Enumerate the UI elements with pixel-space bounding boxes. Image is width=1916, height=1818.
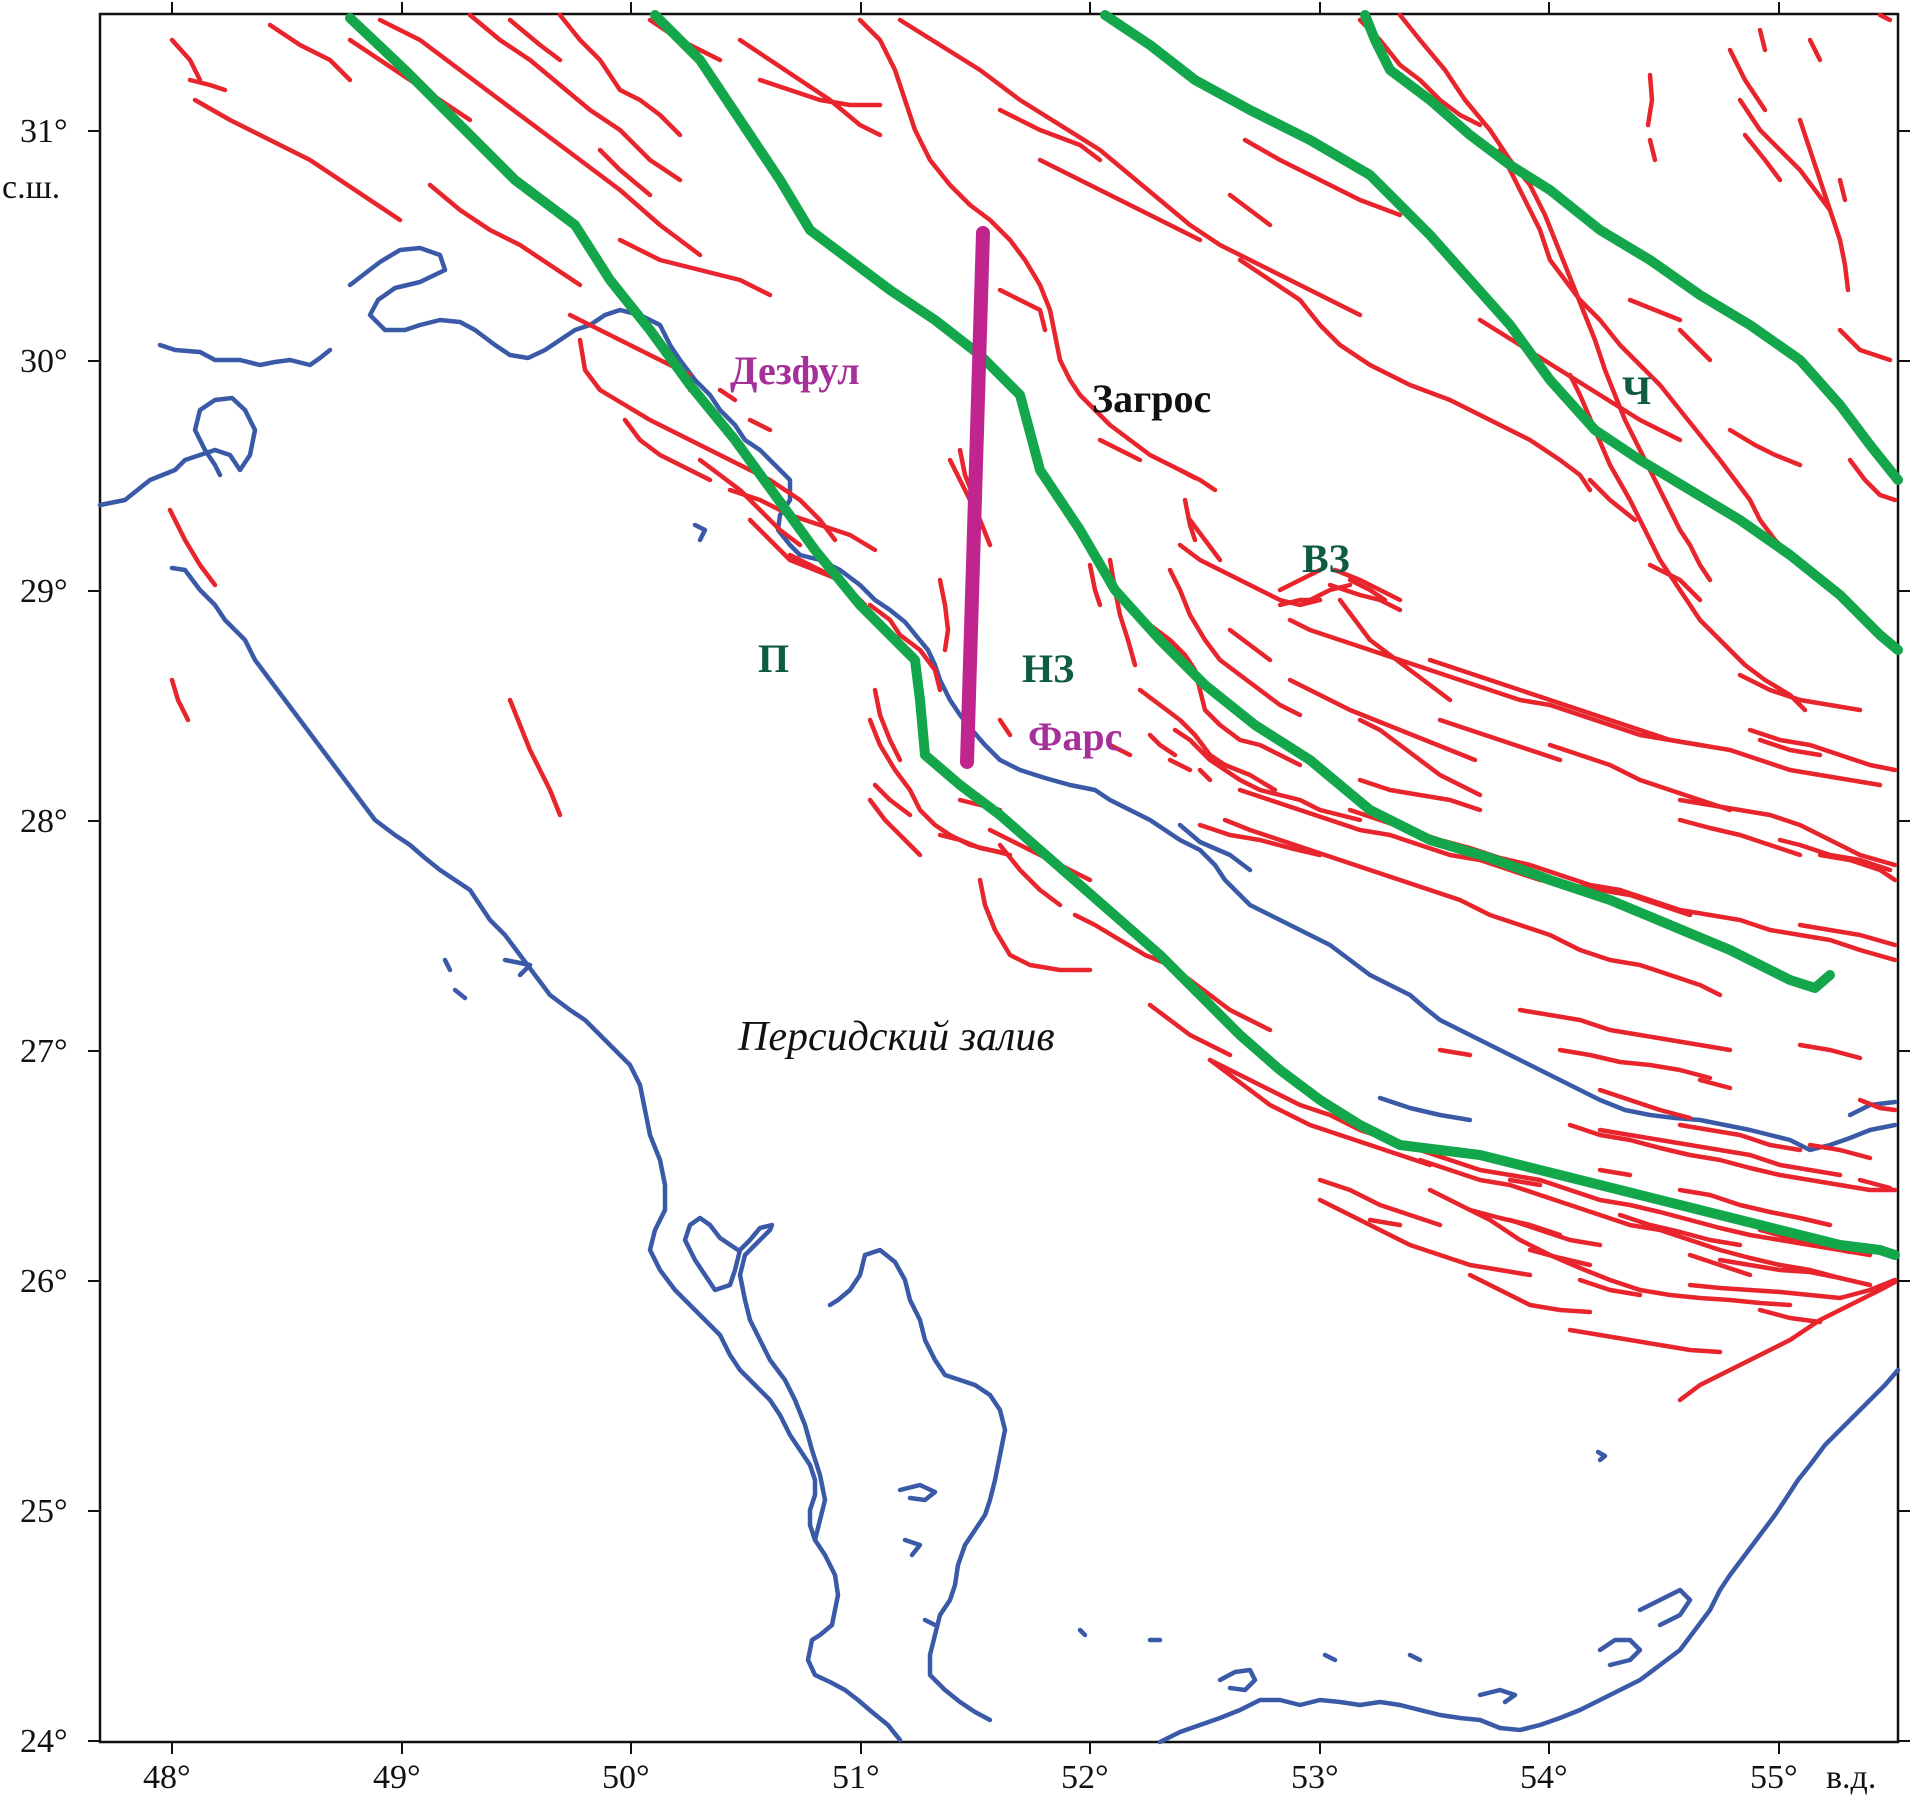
x-tick-49: 49° xyxy=(373,1759,421,1796)
profile-line xyxy=(960,226,990,769)
label-vz: ВЗ xyxy=(1302,536,1350,581)
x-tick-54: 54° xyxy=(1520,1759,1568,1796)
x-tick-51: 51° xyxy=(832,1759,880,1796)
label-dezful: Дезфул xyxy=(730,348,860,393)
y-tick-26: 26° xyxy=(20,1263,68,1300)
x-tick-52: 52° xyxy=(1061,1759,1109,1796)
y-tick-29: 29° xyxy=(20,573,68,610)
y-tick-24: 24° xyxy=(20,1723,68,1760)
label-zagros: Загрос xyxy=(1092,376,1211,421)
tick-marks xyxy=(88,2,1910,1754)
label-ch: Ч xyxy=(1622,368,1651,413)
y-axis-unit: с.ш. xyxy=(2,169,60,206)
y-tick-28: 28° xyxy=(20,803,68,840)
x-tick-53: 53° xyxy=(1291,1759,1339,1796)
coastline xyxy=(97,245,1901,1745)
x-tick-48: 48° xyxy=(143,1759,191,1796)
y-tick-25: 25° xyxy=(20,1493,68,1530)
x-axis-unit: в.д. xyxy=(1826,1759,1876,1796)
y-tick-27: 27° xyxy=(20,1033,68,1070)
x-tick-50: 50° xyxy=(602,1759,650,1796)
y-tick-30: 30° xyxy=(20,343,68,380)
x-tick-55: 55° xyxy=(1750,1759,1798,1796)
faults xyxy=(167,12,1898,1403)
zone-boundaries xyxy=(345,10,1903,1260)
label-persian-gulf: Персидский залив xyxy=(737,1014,1055,1060)
map-frame xyxy=(98,12,1900,1744)
label-nz: НЗ xyxy=(1022,646,1074,691)
y-tick-31: 31° xyxy=(20,113,68,150)
label-fars: Фарс xyxy=(1028,714,1122,759)
label-p: П xyxy=(758,636,789,681)
